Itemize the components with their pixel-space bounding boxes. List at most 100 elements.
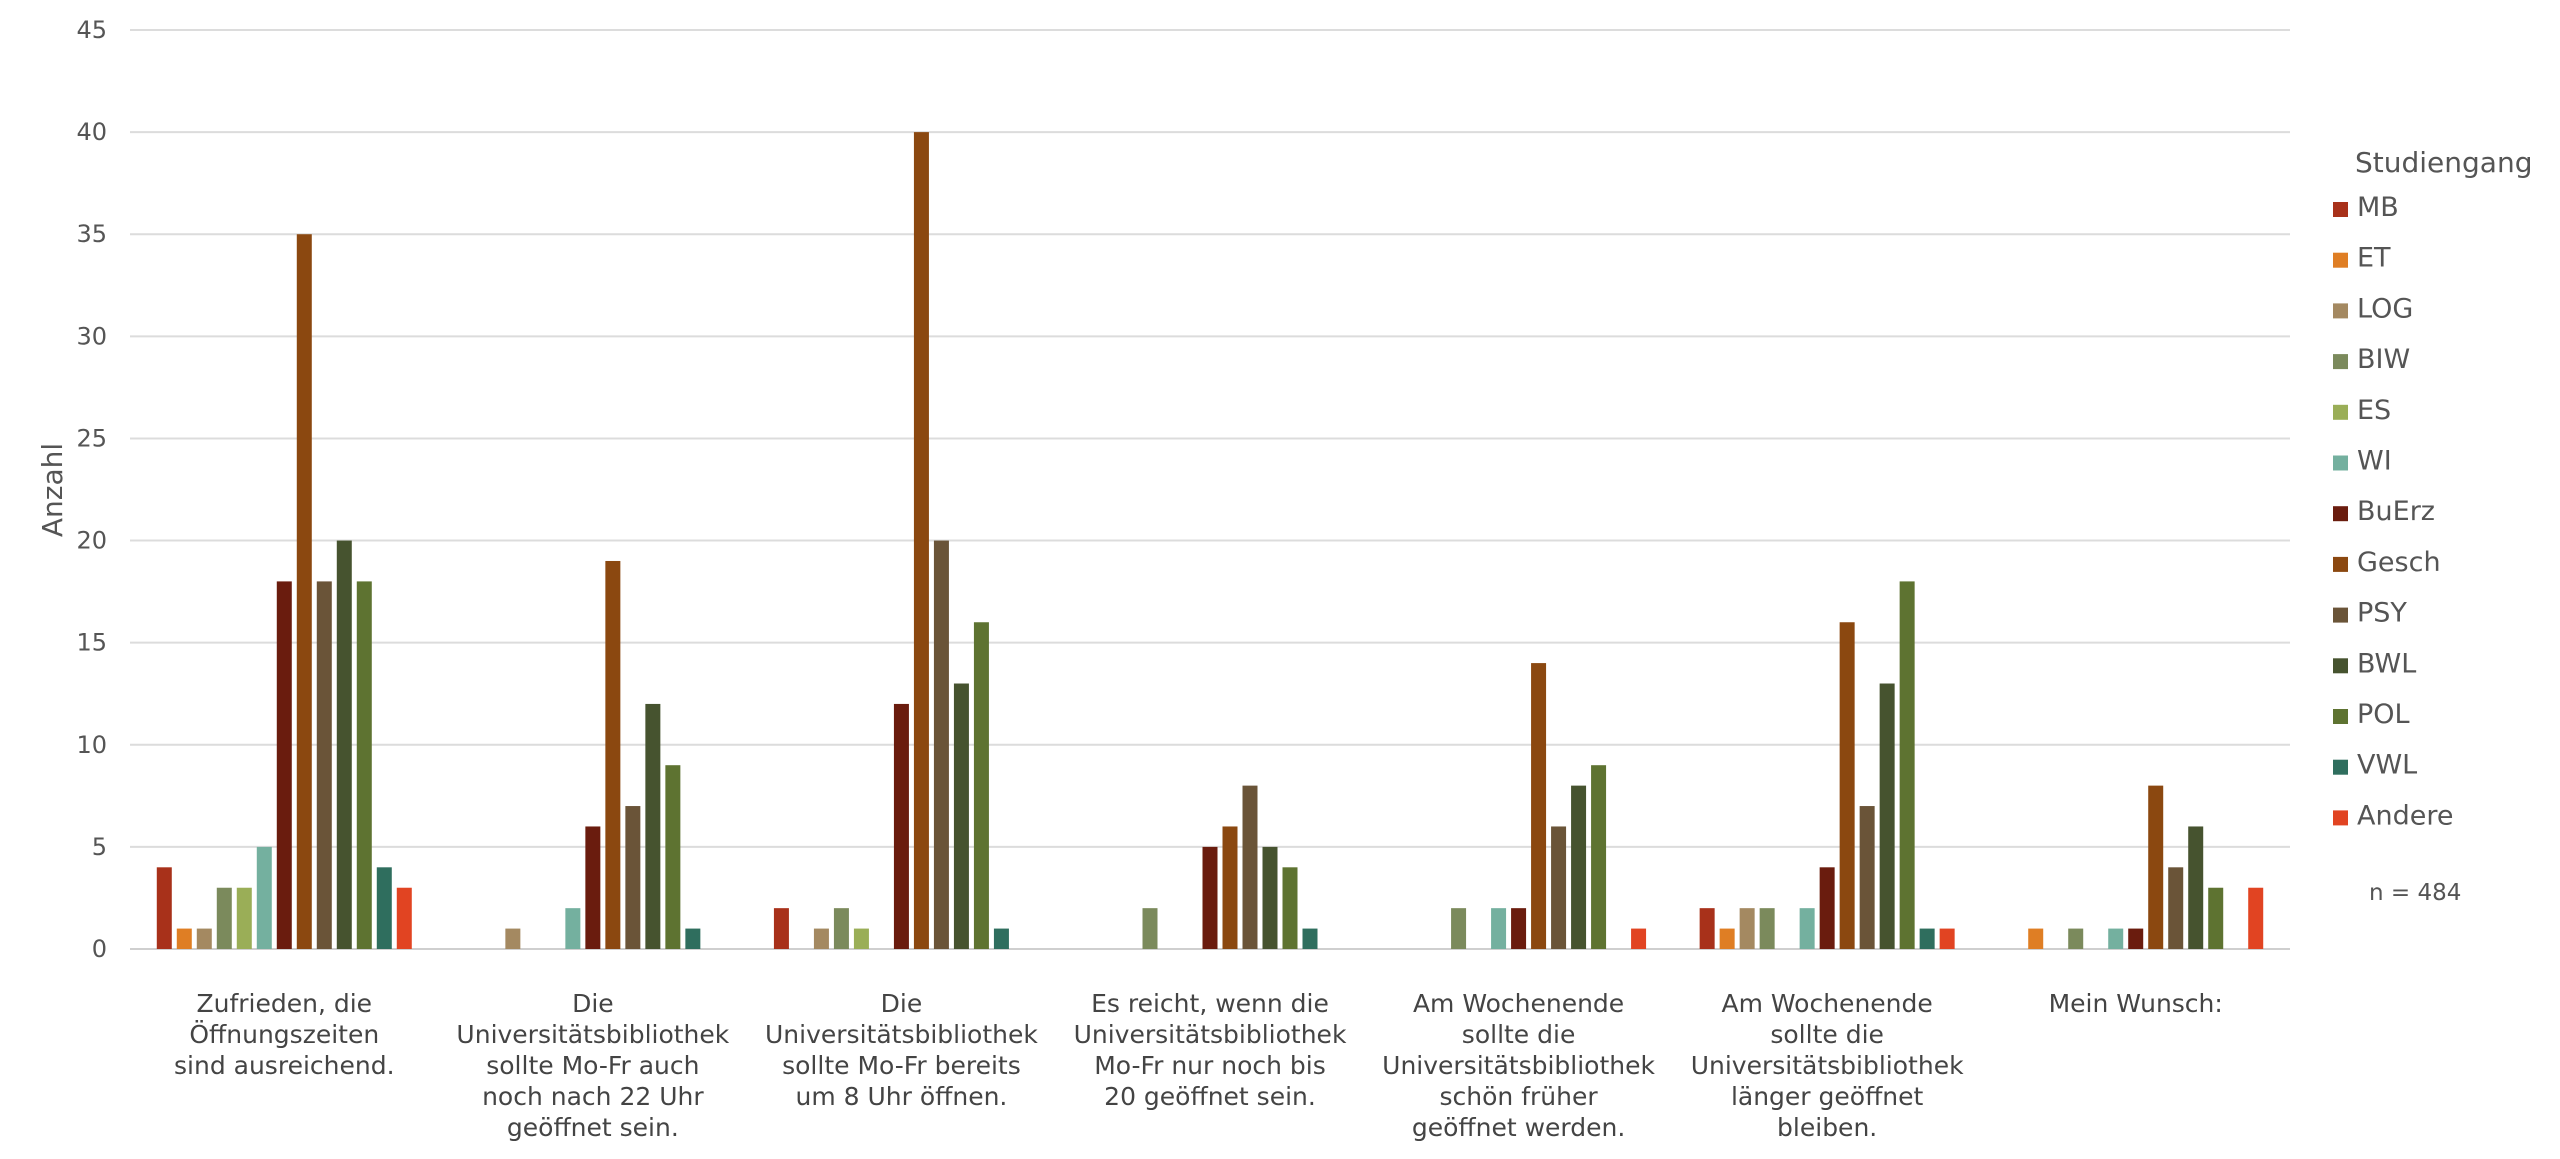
category-label: länger geöffnet xyxy=(1731,1082,1924,1111)
bar-bwl xyxy=(645,703,661,949)
bar-vwl xyxy=(993,928,1009,949)
bar-et xyxy=(2028,928,2044,949)
category-label: um 8 Uhr öffnen. xyxy=(795,1082,1007,1111)
bar-biw xyxy=(833,908,849,949)
legend-label-vwl: VWL xyxy=(2357,750,2417,781)
y-tick-label: 15 xyxy=(76,629,107,657)
bar-psy xyxy=(933,540,949,949)
category-label: geöffnet werden. xyxy=(1412,1113,1625,1142)
bar-buerz xyxy=(1819,867,1835,949)
category-label: sollte Mo-Fr auch xyxy=(486,1051,699,1080)
category-label: Mo-Fr nur noch bis xyxy=(1094,1051,1326,1080)
legend-swatch-es xyxy=(2333,404,2348,420)
bar-biw xyxy=(1142,908,1158,949)
bar-buerz xyxy=(893,703,909,949)
y-tick-label: 25 xyxy=(76,424,107,452)
bar-andere xyxy=(2248,887,2264,949)
bar-buerz xyxy=(1202,846,1218,949)
bar-et xyxy=(1719,928,1735,949)
bars xyxy=(156,132,2264,950)
category-label: sollte die xyxy=(1462,1020,1576,1049)
bar-psy xyxy=(316,581,332,949)
bar-andere xyxy=(396,887,412,949)
y-tick-label: 5 xyxy=(92,833,107,861)
bar-log xyxy=(505,928,521,949)
y-tick-label: 35 xyxy=(76,220,107,248)
bar-gesch xyxy=(1222,826,1238,949)
bar-gesch xyxy=(1839,622,1855,949)
bar-buerz xyxy=(2128,928,2144,949)
legend-swatch-log xyxy=(2333,303,2348,319)
bar-wi xyxy=(256,846,272,949)
bar-gesch xyxy=(2148,785,2164,949)
y-tick-label: 0 xyxy=(92,935,107,963)
category-label: Mein Wunsch: xyxy=(2049,989,2223,1018)
bar-buerz xyxy=(585,826,601,949)
legend: Studiengang MB ET LOG BIW ES WI BuErz Gesch PSY B… xyxy=(2333,146,2532,906)
legend-label-biw: BIW xyxy=(2357,344,2410,375)
category-label: bleiben. xyxy=(1777,1113,1877,1142)
y-tick-label: 20 xyxy=(76,527,107,555)
bar-vwl xyxy=(1302,928,1318,949)
bar-pol xyxy=(973,622,989,949)
legend-swatch-psy xyxy=(2333,607,2348,623)
category-label: Öffnungszeiten xyxy=(189,1020,379,1049)
category-label: Universitätsbibliothek xyxy=(1691,1051,1964,1080)
bar-mb xyxy=(773,908,789,949)
bar-psy xyxy=(625,806,641,949)
bar-andere xyxy=(1939,928,1955,949)
sample-size-note: n = 484 xyxy=(2369,880,2461,906)
legend-label-wi: WI xyxy=(2357,446,2392,477)
bar-et xyxy=(176,928,192,949)
category-label: sollte die xyxy=(1770,1020,1884,1049)
legend-label-gesch: Gesch xyxy=(2357,547,2441,578)
bar-biw xyxy=(1451,908,1467,949)
y-gridlines xyxy=(130,29,2290,950)
category-label: Universitätsbibliothek xyxy=(456,1020,729,1049)
category-label: Zufrieden, die xyxy=(197,989,373,1018)
category-label: schön früher xyxy=(1440,1082,1599,1111)
bar-gesch xyxy=(1531,663,1547,949)
bar-bwl xyxy=(336,540,352,949)
category-label: Es reicht, wenn die xyxy=(1091,989,1329,1018)
bar-vwl xyxy=(685,928,701,949)
legend-label-log: LOG xyxy=(2357,293,2413,324)
bar-es xyxy=(853,928,869,949)
bar-mb xyxy=(1699,908,1715,949)
bar-log xyxy=(1739,908,1755,949)
bar-bwl xyxy=(1879,683,1895,949)
bar-wi xyxy=(1799,908,1815,949)
y-tick-label: 10 xyxy=(76,731,107,759)
bar-bwl xyxy=(2188,826,2204,949)
bar-buerz xyxy=(276,581,292,949)
bar-bwl xyxy=(1262,846,1278,949)
category-label: Am Wochenende xyxy=(1722,989,1933,1018)
bar-biw xyxy=(2068,928,2084,949)
legend-swatch-andere xyxy=(2333,810,2348,826)
bar-buerz xyxy=(1511,908,1527,949)
legend-swatch-et xyxy=(2333,252,2348,268)
category-label: sind ausreichend. xyxy=(174,1051,395,1080)
legend-label-es: ES xyxy=(2357,395,2391,426)
legend-swatch-pol xyxy=(2333,709,2348,724)
bar-pol xyxy=(356,581,372,949)
y-axis-title: Anzahl xyxy=(36,443,69,537)
bar-gesch xyxy=(605,560,621,949)
bar-pol xyxy=(2208,887,2224,949)
bar-bwl xyxy=(1571,785,1587,949)
legend-items: MB ET LOG BIW ES WI BuErz Gesch PSY BWL POL VWL Ande… xyxy=(2333,192,2453,831)
bar-pol xyxy=(1591,765,1607,949)
category-label: Universitätsbibliothek xyxy=(1074,1020,1347,1049)
bar-andere xyxy=(1631,928,1647,949)
bar-wi xyxy=(2108,928,2124,949)
y-tick-label: 30 xyxy=(76,322,107,350)
legend-swatch-wi xyxy=(2333,455,2348,471)
bar-psy xyxy=(1859,806,1875,949)
bar-vwl xyxy=(376,867,392,949)
bar-vwl xyxy=(1919,928,1935,949)
category-label: Die xyxy=(572,989,614,1018)
bar-pol xyxy=(1282,867,1298,949)
legend-swatch-gesch xyxy=(2333,556,2348,572)
bar-gesch xyxy=(913,132,929,950)
